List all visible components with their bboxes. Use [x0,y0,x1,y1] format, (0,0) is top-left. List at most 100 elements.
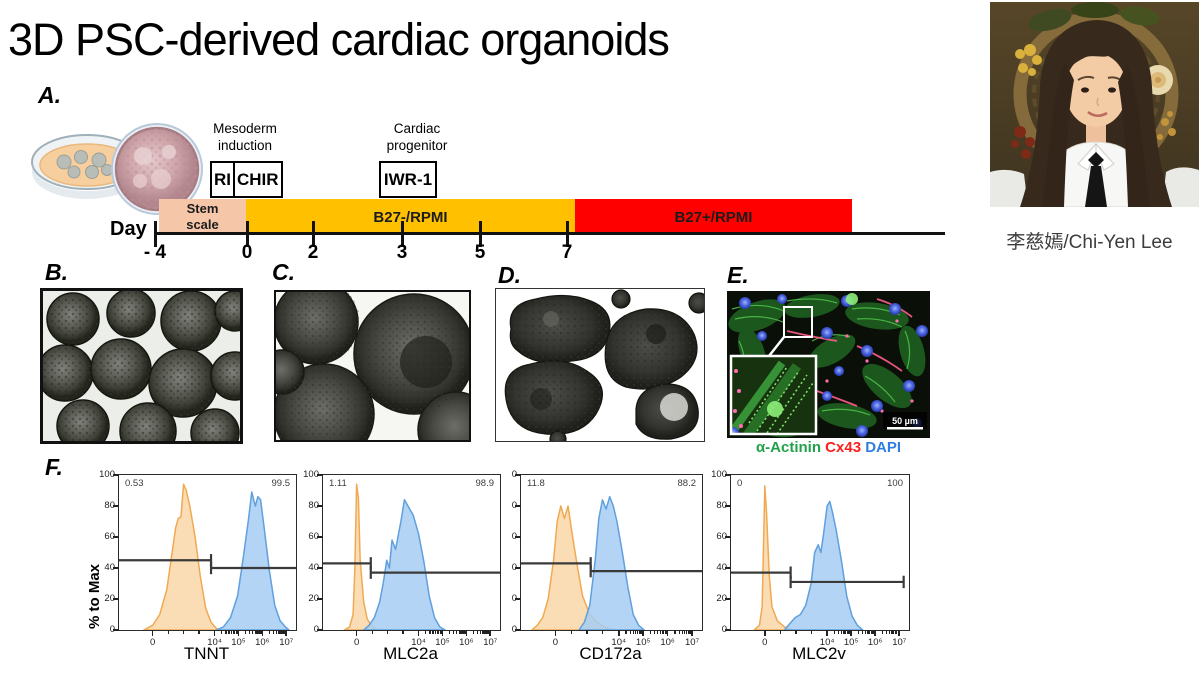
x-minor-tick [440,630,442,634]
flow-y-axis-label: % to Max [86,563,103,629]
ri-label: RI [212,163,235,196]
y-tick [725,536,731,538]
histogram-stained-sample [216,492,289,630]
x-tick [764,630,766,636]
y-tick-label: 80 [308,500,319,511]
x-minor-tick [689,630,691,634]
x-minor-tick [371,630,373,634]
x-minor-tick [281,630,284,634]
x-minor-tick [654,630,656,634]
y-tick [725,567,731,569]
x-minor-tick [674,630,676,634]
x-tick-label: 10⁴ [819,637,835,648]
x-minor-tick [477,630,479,634]
organoid-sphere-illustration [111,123,203,215]
y-tick [317,474,323,476]
y-tick-label: 100 [303,469,319,480]
timeline-tick [478,221,482,247]
y-tick [317,629,323,631]
x-tick-label: 10⁵ [843,637,859,648]
y-tick-label: 60 [104,531,115,542]
x-minor-tick [402,630,404,634]
y-tick [515,474,521,476]
phase-b27minus-rpmi: B27-/RPMI [246,199,575,235]
x-tick-label: 10⁷ [483,637,498,648]
x-minor-tick [678,630,680,634]
gate-negative-percentage: 0 [737,478,743,489]
panel-a-label: A. [38,82,61,108]
histogram-negative-control [754,486,791,630]
x-minor-tick [843,630,845,634]
x-minor-tick [870,630,873,634]
gate-positive-percentage: 88.2 [677,478,697,489]
x-minor-tick [889,630,891,634]
presenter-name: 李慈嫣/Chi-Yen Lee [1006,232,1173,253]
flow-histogram-canvas [521,475,702,630]
immunofluorescence-image: 50 µm [727,291,930,438]
x-minor-tick [228,630,230,634]
x-tick-label: 10⁷ [279,637,294,648]
y-tick [113,505,119,507]
day-tick-label: 2 [307,242,319,263]
x-tick-label: 0 [149,637,156,648]
y-tick [515,567,521,569]
x-minor-tick [570,630,572,634]
x-tick-label: 10⁷ [892,637,907,648]
x-minor-tick [894,630,897,634]
y-tick [725,598,731,600]
y-tick [113,567,119,569]
y-tick-label: 0 [511,593,517,604]
inset-zoom-box [729,354,818,436]
y-tick [317,536,323,538]
x-minor-tick [657,630,659,634]
x-minor-tick [845,630,847,634]
x-minor-tick [198,630,200,634]
x-minor-tick [629,630,631,634]
x-tick [826,630,828,636]
x-minor-tick [254,630,256,634]
y-tick [725,474,731,476]
x-tick [237,630,240,636]
x-minor-tick [284,630,286,634]
y-tick-label: 20 [104,593,115,604]
x-minor-tick [458,630,460,634]
x-minor-tick [632,630,635,634]
flow-x-axis-label: MLC2v [792,644,846,663]
x-minor-tick [460,630,462,634]
gate-negative-percentage: 11.8 [527,478,545,489]
x-minor-tick [881,630,883,634]
panel-f-label: F. [45,454,63,480]
x-minor-tick [436,630,438,634]
y-tick [725,505,731,507]
timeline-tick [311,221,315,247]
x-minor-tick [867,630,869,634]
x-tick [355,630,358,636]
scale-bar [887,427,923,430]
x-tick-label: 10⁶ [867,637,883,648]
x-minor-tick [659,630,661,634]
x-tick-label: 10⁴ [411,637,426,648]
y-tick-label: 0 [511,562,517,573]
legend-cx43: Cx43 [825,439,862,456]
x-tick-label: 10⁵ [635,637,651,648]
x-minor-tick [225,630,227,634]
x-minor-tick [810,630,813,634]
page-title: 3D PSC-derived cardiac organoids [8,14,670,65]
x-tick [441,630,444,636]
x-minor-tick [482,630,484,634]
x-minor-tick [687,630,689,634]
x-minor-tick [891,630,893,634]
cardiac-progenitor-annotation: Cardiac progenitor [386,121,448,153]
x-minor-tick [681,630,683,634]
day-axis-label: Day [110,218,147,240]
x-tick-label: 0 [762,637,768,648]
x-minor-tick [472,630,475,634]
gate-positive-percentage: 100 [887,478,903,489]
y-tick-label: 40 [308,562,319,573]
x-tick [617,630,620,636]
y-tick-label: 0 [721,624,727,635]
x-tick-label: 10⁴ [611,637,627,648]
x-minor-tick [429,630,431,634]
micrograph-day0 [274,290,471,442]
